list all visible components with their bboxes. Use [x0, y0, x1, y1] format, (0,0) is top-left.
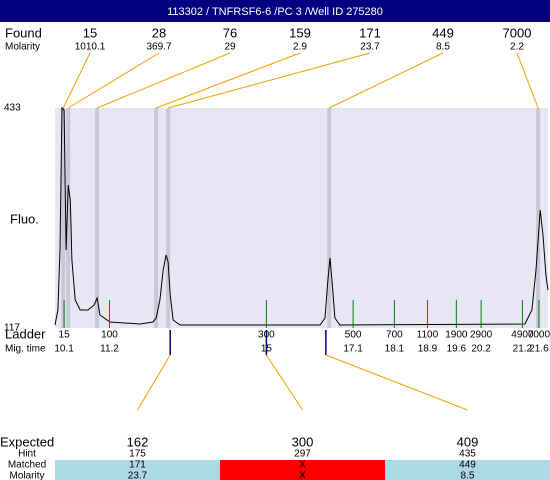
matched-molarity: 23.7: [128, 471, 148, 480]
ladder-time: 21.2: [513, 344, 533, 355]
ladder-time: 19.6: [447, 344, 467, 355]
ladder-time: 20.2: [471, 344, 491, 355]
molarity-label: Molarity: [9, 471, 44, 480]
hint-value: 297: [294, 449, 311, 460]
matched-label: Matched: [8, 460, 46, 471]
found-molarity: 369.7: [146, 42, 171, 53]
found-molarity: 23.7: [360, 42, 380, 53]
expected-size: 162: [127, 434, 149, 449]
found-molarity: 8.5: [436, 42, 450, 53]
found-size: 76: [223, 25, 237, 40]
expected-label: Expected: [0, 434, 54, 449]
found-size: 15: [83, 25, 97, 40]
ladder-size: 15: [59, 330, 71, 341]
peak-band: [95, 108, 100, 328]
title: 113302 / TNFRSF6-6 /PC 3 /Well ID 275280: [167, 6, 383, 18]
found-size: 7000: [503, 25, 532, 40]
matched-molarity: 8.5: [461, 471, 475, 480]
ladder-size: 500: [345, 330, 362, 341]
ladder-size: 100: [101, 330, 118, 341]
leader-line: [328, 52, 444, 109]
peak-band: [166, 108, 171, 328]
leader-line: [62, 52, 91, 109]
ladder-size: 1100: [417, 330, 439, 341]
found-molarity: 29: [224, 42, 236, 53]
ladder-size: 4900: [511, 330, 534, 341]
leader-line: [96, 52, 231, 109]
plot-area: [55, 108, 548, 328]
ladder-size: 700: [386, 330, 403, 341]
y-label: Fluo.: [10, 211, 39, 226]
leader-line: [67, 52, 160, 109]
leader-line: [137, 354, 171, 411]
peak-band: [61, 108, 66, 328]
ladder-time: 10.1: [54, 344, 74, 355]
y-tick-label: 117: [4, 323, 20, 334]
matched-value: 449: [459, 460, 476, 471]
title-bar: [0, 0, 550, 22]
hint-value: 175: [129, 449, 146, 460]
ladder-time: 17.1: [343, 344, 363, 355]
leader-line: [325, 354, 468, 411]
ladder-size: 2900: [470, 330, 493, 341]
ladder-time: 18.9: [418, 344, 438, 355]
matched-value: X: [299, 460, 306, 471]
found-size: 28: [152, 25, 166, 40]
found-molarity: 1010.1: [75, 42, 106, 53]
leader-line: [516, 52, 539, 109]
peak-band: [536, 108, 541, 328]
ladder-time: 18.1: [385, 344, 405, 355]
match-cell: [55, 460, 220, 480]
found-size: 449: [432, 25, 454, 40]
leader-line: [265, 354, 303, 411]
found-size: 171: [359, 25, 381, 40]
found-molarity-label: Molarity: [5, 42, 40, 53]
matched-value: 171: [129, 460, 146, 471]
ladder-time: 21.6: [529, 344, 549, 355]
hint-label: Hint: [18, 449, 36, 460]
found-label: Found: [5, 25, 42, 40]
leader-line: [155, 52, 301, 109]
match-cell: [220, 460, 385, 480]
found-size: 159: [289, 25, 311, 40]
ladder-label: Ladder: [5, 326, 46, 341]
peak-band: [66, 108, 71, 328]
mig-time-label: Mig. time: [5, 344, 46, 355]
found-molarity: 2.2: [510, 42, 524, 53]
peak-band: [327, 108, 332, 328]
ladder-size: 1900: [445, 330, 468, 341]
expected-size: 409: [457, 434, 479, 449]
trace: [54, 106, 549, 326]
ladder-size: 7000: [528, 330, 550, 341]
leader-line: [168, 52, 371, 109]
peak-band: [154, 108, 159, 328]
found-molarity: 2.9: [293, 42, 307, 53]
y-tick-label: 433: [4, 103, 21, 114]
matched-molarity: X: [299, 471, 306, 480]
expected-size: 300: [292, 434, 314, 449]
match-cell: [385, 460, 550, 480]
hint-value: 435: [459, 449, 476, 460]
ladder-time: 11.2: [100, 344, 119, 355]
